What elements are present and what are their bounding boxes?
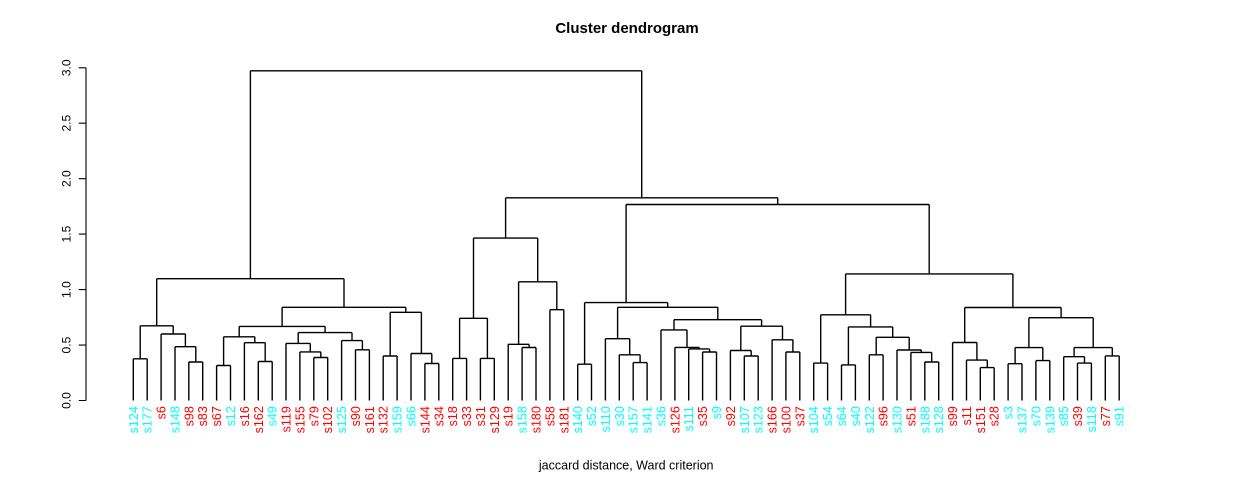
svg-text:s180: s180 [530, 406, 544, 433]
svg-text:s49: s49 [266, 406, 280, 426]
svg-text:s125: s125 [335, 406, 349, 433]
svg-text:s102: s102 [321, 406, 335, 433]
svg-text:2.5: 2.5 [60, 115, 74, 132]
svg-text:1.0: 1.0 [60, 281, 74, 298]
svg-text:s64: s64 [835, 406, 849, 426]
svg-text:Cluster dendrogram: Cluster dendrogram [555, 20, 698, 37]
svg-text:2.0: 2.0 [60, 170, 74, 187]
svg-text:s79: s79 [307, 406, 321, 426]
svg-text:s166: s166 [766, 406, 780, 433]
svg-text:s107: s107 [738, 406, 752, 433]
svg-text:s132: s132 [377, 406, 391, 433]
svg-text:s181: s181 [557, 406, 571, 433]
svg-text:s126: s126 [668, 406, 682, 433]
svg-text:s70: s70 [1029, 406, 1043, 426]
svg-text:s51: s51 [904, 406, 918, 426]
svg-text:s159: s159 [391, 406, 405, 433]
svg-text:s157: s157 [627, 406, 641, 433]
svg-text:s148: s148 [169, 406, 183, 433]
svg-text:s36: s36 [655, 406, 669, 426]
svg-text:s104: s104 [807, 406, 821, 433]
svg-text:s161: s161 [363, 406, 377, 433]
svg-text:s151: s151 [974, 406, 988, 433]
svg-text:s16: s16 [238, 406, 252, 426]
svg-text:s137: s137 [1016, 406, 1030, 433]
svg-text:s6: s6 [155, 406, 169, 419]
svg-text:3.0: 3.0 [60, 59, 74, 76]
svg-text:s119: s119 [280, 406, 294, 432]
svg-text:s100: s100 [779, 406, 793, 433]
svg-text:s33: s33 [460, 406, 474, 426]
svg-text:s122: s122 [863, 406, 877, 433]
svg-text:s83: s83 [196, 406, 210, 426]
svg-text:s188: s188 [918, 406, 932, 433]
svg-text:s77: s77 [1099, 406, 1113, 426]
svg-text:s99: s99 [946, 406, 960, 426]
svg-text:s111: s111 [682, 406, 696, 431]
svg-text:0.0: 0.0 [60, 392, 74, 409]
svg-text:s34: s34 [432, 406, 446, 426]
svg-text:s66: s66 [405, 406, 419, 426]
svg-text:0.5: 0.5 [60, 336, 74, 353]
svg-text:s28: s28 [988, 406, 1002, 426]
svg-text:s58: s58 [543, 406, 557, 426]
svg-text:s129: s129 [488, 406, 502, 433]
svg-text:s162: s162 [252, 406, 266, 433]
svg-text:s139: s139 [1043, 406, 1057, 433]
svg-text:s177: s177 [141, 406, 155, 433]
svg-text:s98: s98 [182, 406, 196, 426]
svg-text:s39: s39 [1071, 406, 1085, 426]
svg-text:s128: s128 [932, 406, 946, 433]
svg-text:s3: s3 [1002, 406, 1016, 419]
svg-text:jaccard distance, Ward criteri: jaccard distance, Ward criterion [538, 458, 714, 472]
svg-text:s144: s144 [418, 406, 432, 433]
svg-text:s140: s140 [571, 406, 585, 433]
svg-text:s67: s67 [210, 406, 224, 426]
svg-text:s54: s54 [821, 406, 835, 426]
svg-text:s18: s18 [446, 406, 460, 426]
svg-text:1.5: 1.5 [60, 225, 74, 242]
svg-text:s92: s92 [724, 406, 738, 426]
svg-text:s110: s110 [599, 406, 613, 432]
svg-text:s30: s30 [613, 406, 627, 426]
svg-text:s130: s130 [891, 406, 905, 433]
svg-text:s155: s155 [293, 406, 307, 433]
svg-text:s12: s12 [224, 406, 238, 426]
svg-text:s90: s90 [349, 406, 363, 426]
svg-text:s118: s118 [1085, 406, 1099, 432]
svg-text:s40: s40 [849, 406, 863, 426]
svg-text:s11: s11 [960, 406, 974, 425]
svg-text:s9: s9 [710, 406, 724, 419]
svg-text:s37: s37 [793, 406, 807, 426]
svg-text:s31: s31 [474, 406, 488, 426]
svg-text:s19: s19 [502, 406, 516, 426]
svg-text:s141: s141 [641, 406, 655, 433]
svg-text:s96: s96 [877, 406, 891, 426]
svg-text:s91: s91 [1113, 406, 1127, 426]
svg-text:s123: s123 [752, 406, 766, 433]
svg-text:s85: s85 [1057, 406, 1071, 426]
svg-text:s124: s124 [127, 406, 141, 433]
svg-text:s35: s35 [696, 406, 710, 426]
svg-text:s158: s158 [516, 406, 530, 433]
svg-text:s52: s52 [585, 406, 599, 426]
